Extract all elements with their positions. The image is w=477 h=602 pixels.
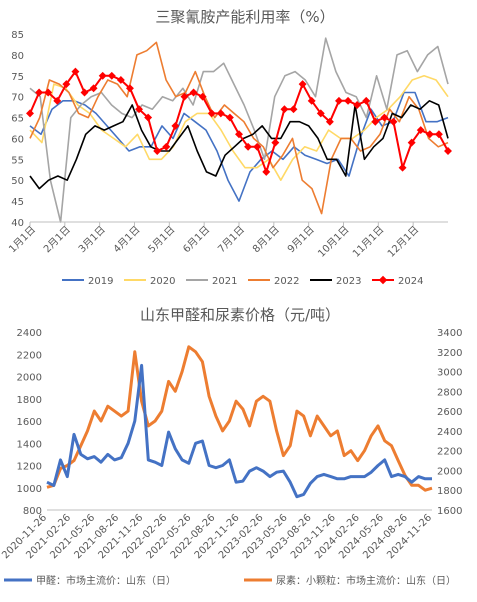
- data-point-marker: [280, 105, 289, 114]
- y-right-tick-label: 2200: [437, 447, 462, 458]
- y-right-tick-label: 2400: [437, 427, 462, 438]
- x-tick-label: 7月1日: [215, 224, 247, 256]
- series-lines: [26, 37, 452, 223]
- series-line-right: [46, 345, 433, 492]
- y-left-tick-label: 1400: [17, 439, 42, 450]
- legend-label: 2021: [212, 276, 237, 287]
- data-point-marker: [26, 109, 34, 118]
- x-tick-label: 10月1日: [315, 224, 351, 260]
- y-axis-left-ticks: 800 1000 1200 1400 1600 1800 2000 2200 2400: [17, 328, 42, 517]
- data-point-marker: [434, 130, 443, 139]
- y-tick-label: 55: [11, 155, 24, 166]
- x-tick-label: 2月1日: [41, 224, 73, 256]
- x-tick-label: 4月1日: [111, 224, 143, 256]
- data-point-marker: [444, 147, 452, 155]
- y-left-tick-label: 1200: [17, 462, 42, 473]
- legend-label: 2022: [274, 276, 299, 287]
- y-left-tick-label: 1600: [17, 417, 42, 428]
- series-lines: [46, 345, 433, 499]
- series-line-2022: [29, 41, 449, 215]
- y-tick-label: 65: [11, 114, 24, 125]
- y-right-tick-label: 3200: [437, 348, 462, 359]
- data-point-marker: [416, 126, 425, 135]
- y-left-tick-label: 800: [23, 506, 42, 517]
- data-point-marker: [398, 163, 407, 172]
- data-point-marker: [135, 105, 144, 114]
- y-tick-label: 75: [11, 72, 24, 83]
- x-axis-ticks: 1月1日 2月1日 3月1日 4月1日 5月1日 6月1日 7月1日 8月1日 9月1日 10月1…: [6, 222, 421, 260]
- capacity-utilization-chart: 三聚氰胺产能利用率（%） 40 45 50 55 60 65 70 75 80 85 1月1日 2月…: [6, 8, 452, 287]
- legend-label: 2019: [88, 276, 113, 287]
- y-right-tick-label: 3400: [437, 328, 462, 339]
- legend-label: 尿素：小颗粒：市场主流价：山东（日）: [276, 574, 456, 587]
- y-left-tick-label: 2400: [17, 328, 42, 339]
- y-left-tick-label: 1800: [17, 395, 42, 406]
- data-point-marker: [71, 67, 80, 76]
- y-right-tick-label: 2800: [437, 387, 462, 398]
- legend-label: 2023: [336, 276, 361, 287]
- y-left-tick-label: 2200: [17, 350, 42, 361]
- legend: 2019 2020 2021 2022 2023 2024: [62, 275, 423, 287]
- data-point-marker: [35, 88, 44, 97]
- data-point-marker: [98, 71, 107, 80]
- data-point-marker: [107, 71, 116, 80]
- y-tick-label: 80: [11, 51, 24, 62]
- data-point-marker: [225, 113, 234, 122]
- x-tick-label: 8月1日: [250, 224, 282, 256]
- y-right-tick-label: 2600: [437, 407, 462, 418]
- data-point-marker: [80, 88, 89, 97]
- y-tick-label: 50: [11, 176, 24, 187]
- x-axis-ticks: 2020-11-262021-02-262021-05-262021-08-26…: [0, 512, 434, 561]
- y-axis-ticks: 40 45 50 55 60 65 70 75 80 85: [11, 30, 24, 229]
- legend: 甲醛：市场主流价：山东（日） 尿素：小颗粒：市场主流价：山东（日）: [4, 574, 456, 587]
- y-axis-right-ticks: 1600 1800 2000 2200 2400 2600 2800 3000 3200 3400: [437, 328, 462, 517]
- data-point-marker: [425, 130, 434, 139]
- chart-title: 三聚氰胺产能利用率（%）: [155, 8, 334, 26]
- y-right-tick-label: 1800: [437, 486, 462, 497]
- data-point-marker: [334, 96, 343, 105]
- y-tick-label: 60: [11, 134, 24, 145]
- data-point-marker: [262, 167, 271, 176]
- data-point-marker: [171, 121, 180, 130]
- legend-label: 2024: [398, 276, 423, 287]
- x-tick-label: 6月1日: [181, 224, 213, 256]
- data-point-marker: [253, 142, 262, 151]
- data-point-marker: [162, 142, 171, 151]
- data-point-marker: [407, 138, 416, 147]
- y-left-tick-label: 2000: [17, 373, 42, 384]
- data-point-marker: [180, 92, 189, 101]
- data-point-marker: [235, 130, 243, 139]
- data-point-marker: [89, 84, 98, 93]
- data-point-marker: [216, 109, 225, 118]
- legend-label: 甲醛：市场主流价：山东（日）: [36, 574, 176, 587]
- x-tick-label: 5月1日: [146, 224, 178, 256]
- x-tick-label: 12月1日: [385, 224, 421, 260]
- y-tick-label: 70: [11, 93, 24, 104]
- y-tick-label: 40: [11, 218, 24, 229]
- x-tick-label: 9月1日: [285, 224, 317, 256]
- data-point-marker: [271, 138, 280, 147]
- data-point-marker: [344, 96, 353, 105]
- data-point-marker: [153, 147, 162, 155]
- data-point-marker: [289, 105, 298, 114]
- x-tick-label: 3月1日: [76, 224, 108, 256]
- x-tick-label: 11月1日: [350, 224, 386, 260]
- y-right-tick-label: 2000: [437, 466, 462, 477]
- y-right-tick-label: 1600: [437, 506, 462, 517]
- series-line-left: [46, 363, 432, 499]
- price-chart: 山东甲醛和尿素价格（元/吨） 800 1000 1200 1400 1600 1800 20…: [0, 306, 462, 587]
- data-point-marker: [116, 75, 125, 84]
- y-tick-label: 85: [11, 30, 24, 41]
- y-left-tick-label: 1000: [17, 484, 42, 495]
- y-right-tick-label: 3000: [437, 368, 462, 379]
- y-tick-label: 45: [11, 197, 24, 208]
- legend-marker: [378, 275, 388, 285]
- legend-label: 2020: [150, 276, 175, 287]
- data-point-marker: [244, 142, 253, 151]
- data-point-marker: [198, 92, 207, 101]
- chart-title: 山东甲醛和尿素价格（元/吨）: [140, 306, 340, 324]
- series-line-2023: [29, 100, 449, 190]
